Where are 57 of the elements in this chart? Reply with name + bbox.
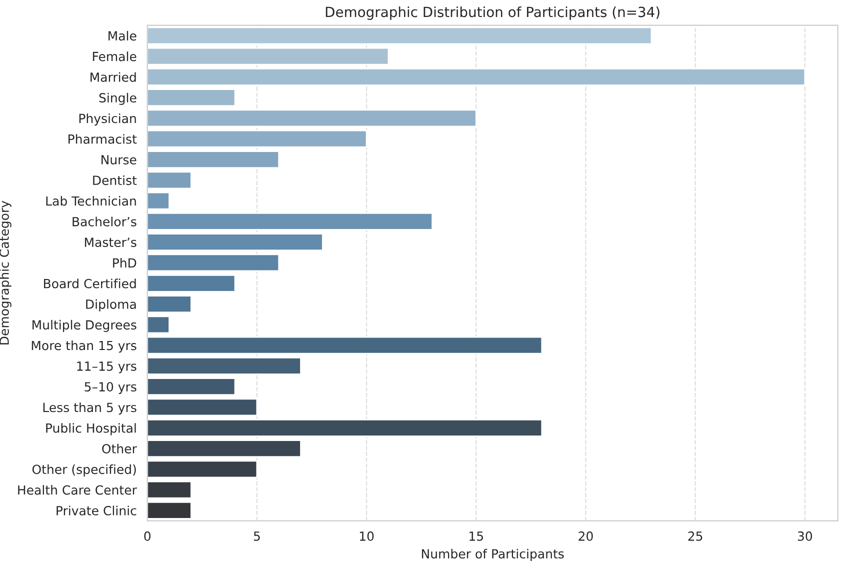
y-tick-label: Bachelor’s <box>72 216 136 226</box>
y-tick-label: Master’s <box>84 238 136 248</box>
y-tick-label: Board Certified <box>44 278 136 288</box>
y-tick-label: Nurse <box>102 155 136 164</box>
bar <box>147 502 192 520</box>
bar <box>147 418 543 437</box>
bar <box>147 68 806 86</box>
y-tick-label: Multiple Degrees <box>32 320 136 332</box>
bar <box>147 26 652 45</box>
bar <box>147 212 433 230</box>
x-tick-label: 20 <box>578 531 593 541</box>
y-tick-label: More than 15 yrs <box>32 340 136 353</box>
bar <box>147 109 477 128</box>
bar <box>147 88 236 107</box>
y-tick-label: 5–10 yrs <box>84 382 136 394</box>
bar <box>147 378 236 396</box>
bar <box>147 357 302 375</box>
bar <box>147 398 258 416</box>
y-tick-label: Pharmacist <box>68 134 137 144</box>
bar <box>147 171 192 190</box>
x-tick-label: 25 <box>688 531 702 541</box>
bar <box>147 336 543 354</box>
bar <box>147 130 368 148</box>
y-tick-label: 11–15 yrs <box>77 362 136 374</box>
bar <box>147 233 324 252</box>
x-tick-label: 0 <box>144 531 150 541</box>
bar <box>147 295 192 313</box>
y-tick-label: Female <box>92 52 136 62</box>
y-tick-label: Dentist <box>93 175 137 186</box>
y-tick-label: Private Clinic <box>56 506 136 516</box>
y-tick-label: Other <box>102 444 137 454</box>
bar <box>147 460 258 478</box>
bar <box>147 150 280 168</box>
bar <box>147 254 280 272</box>
y-tick-label: Other (specified) <box>32 464 136 477</box>
y-tick-label: Male <box>108 30 136 41</box>
bar <box>147 440 302 458</box>
bar <box>147 480 192 499</box>
chart-title: Demographic Distribution of Participants (n=34) <box>326 6 660 20</box>
y-tick-label: Less than 5 yrs <box>43 402 136 415</box>
y-tick-label: PhD <box>113 258 136 268</box>
y-tick-label: Health Care Center <box>18 485 137 495</box>
y-tick-label: Lab Technician <box>46 196 136 206</box>
x-tick-label: 10 <box>360 531 374 541</box>
y-tick-label: Single <box>99 92 136 105</box>
y-tick-label: Physician <box>79 113 136 126</box>
x-tick-label: 15 <box>470 532 483 541</box>
bar <box>147 47 390 66</box>
y-tick-label: Married <box>90 72 136 82</box>
bar <box>147 192 170 210</box>
x-tick-label: 30 <box>798 531 812 541</box>
y-tick-label: Diploma <box>86 299 136 312</box>
y-tick-label: Public Hospital <box>46 423 136 436</box>
bar <box>147 274 236 292</box>
x-tick-label: 5 <box>254 532 260 541</box>
bar <box>147 316 170 334</box>
x-axis-title: Number of Participants <box>422 548 564 561</box>
